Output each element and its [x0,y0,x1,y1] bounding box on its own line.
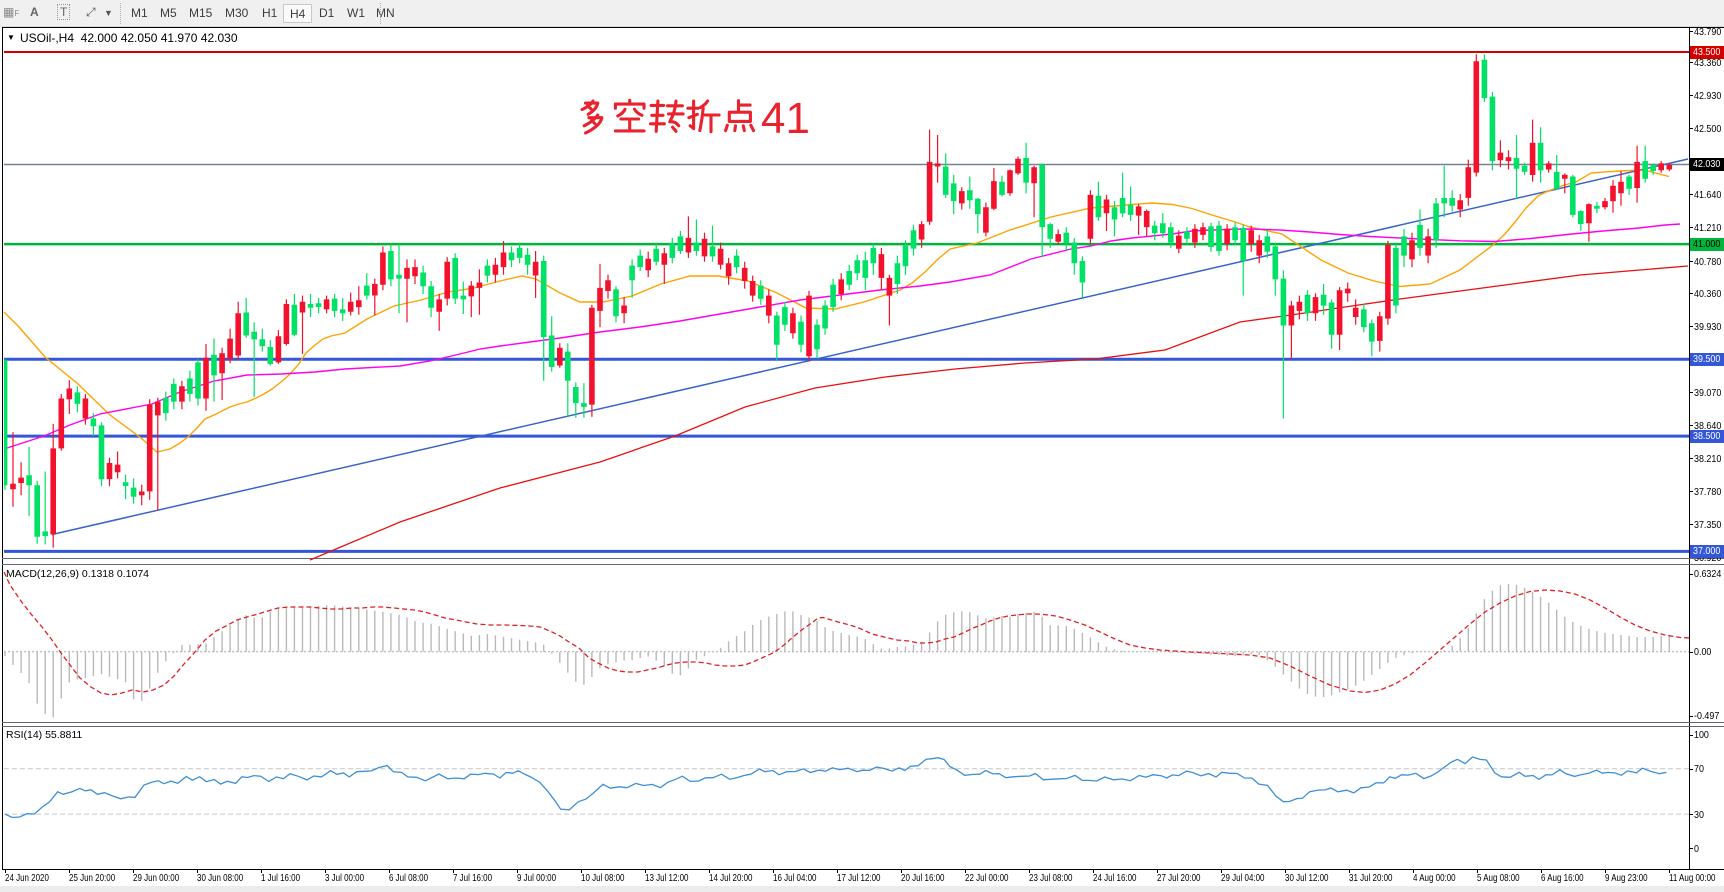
svg-text:41: 41 [761,94,810,143]
